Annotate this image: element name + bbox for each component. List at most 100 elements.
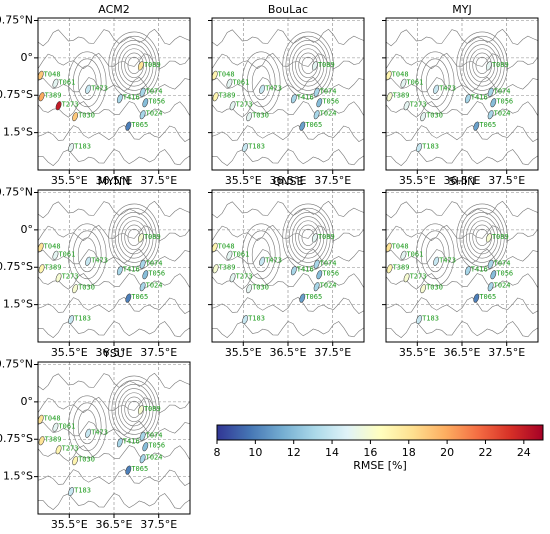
station-marker [38, 414, 44, 424]
contour [469, 48, 496, 83]
contour [38, 224, 190, 242]
station-marker [313, 87, 320, 97]
station-label: T030 [78, 284, 95, 292]
x-tick-label: 36.5°E [270, 346, 307, 359]
station-marker [386, 70, 392, 80]
station-label: T061 [232, 250, 249, 258]
contour [469, 220, 496, 255]
station-marker [490, 98, 497, 108]
station-label: T065 [131, 293, 148, 301]
station-marker [487, 282, 494, 292]
station-marker [68, 315, 74, 325]
station-marker [52, 78, 59, 88]
station-marker [311, 233, 318, 243]
station-marker [433, 256, 439, 266]
colorbar-tick-label: 20 [440, 446, 454, 459]
contour [420, 230, 450, 280]
station-marker [116, 94, 123, 104]
station-marker [85, 428, 91, 438]
contour [67, 223, 107, 287]
station-marker [246, 112, 253, 122]
contour [77, 65, 97, 101]
station-marker [212, 70, 218, 80]
station-label: T473 [91, 256, 108, 264]
station-label: T273 [62, 101, 79, 109]
station-label: T024 [320, 110, 337, 118]
station-marker [52, 422, 59, 432]
contour [118, 44, 151, 87]
station-marker [487, 110, 494, 120]
station-label: T473 [439, 256, 456, 264]
panel-title: ACM2 [98, 3, 130, 16]
station-label: T183 [74, 487, 91, 495]
station-label: T024 [146, 282, 163, 290]
contour [121, 48, 148, 83]
x-tick-label: 37.5°E [488, 174, 525, 187]
station-label: T473 [91, 84, 108, 92]
station-label: T273 [62, 273, 79, 281]
station-label: T273 [410, 101, 427, 109]
contour [251, 237, 271, 273]
colorbar-tick-label: 12 [287, 446, 301, 459]
station-marker [416, 315, 422, 325]
station-label: T056 [496, 98, 513, 106]
station-label: T065 [305, 293, 322, 301]
panel-title: YSU [102, 347, 125, 360]
contour [38, 296, 190, 314]
station-label: T416 [123, 94, 140, 102]
panel-title: QNSE [273, 175, 304, 188]
contour [118, 216, 151, 259]
y-tick-label: 1.5°S [3, 298, 33, 311]
contour [212, 224, 364, 242]
station-label: T024 [146, 110, 163, 118]
station-marker [246, 284, 253, 294]
station-marker [299, 293, 306, 303]
station-label: T065 [131, 121, 148, 129]
station-label: T074 [146, 431, 163, 439]
station-label: T061 [406, 250, 423, 258]
x-tick-label: 35.5°E [225, 174, 262, 187]
station-marker [420, 112, 427, 122]
contour [38, 396, 190, 414]
x-tick-label: 36.5°E [444, 174, 481, 187]
contour [415, 51, 455, 115]
station-label: T065 [131, 465, 148, 473]
station-label: T416 [123, 266, 140, 274]
station-marker [485, 233, 492, 243]
station-marker [473, 293, 480, 303]
station-label: T061 [58, 250, 75, 258]
x-tick-label: 37.5°E [140, 346, 177, 359]
station-marker [85, 84, 91, 94]
colorbar-tick-label: 8 [214, 446, 221, 459]
station-marker [313, 282, 320, 292]
colorbar-tick-label: 10 [248, 446, 262, 459]
panel-title: MYJ [452, 3, 471, 16]
station-marker [226, 250, 233, 260]
panel-frame [37, 361, 191, 515]
x-tick-label: 37.5°E [140, 174, 177, 187]
station-marker [55, 445, 62, 455]
x-tick-label: 37.5°E [314, 346, 351, 359]
station-marker [485, 61, 492, 71]
station-label: T416 [471, 266, 488, 274]
station-marker [386, 264, 393, 274]
station-label: T024 [494, 110, 511, 118]
station-label: T056 [496, 270, 513, 278]
station-label: T074 [494, 259, 511, 267]
contour [246, 58, 276, 108]
station-marker [137, 233, 144, 243]
x-tick-label: 36.5°E [270, 174, 307, 187]
panel-title: MYNN [98, 175, 131, 188]
station-marker [142, 270, 149, 280]
contour [67, 395, 107, 459]
contour [121, 392, 148, 427]
station-marker [68, 487, 74, 497]
station-marker [403, 101, 410, 111]
station-marker [72, 284, 79, 294]
station-label: T065 [479, 121, 496, 129]
station-marker [116, 266, 123, 276]
